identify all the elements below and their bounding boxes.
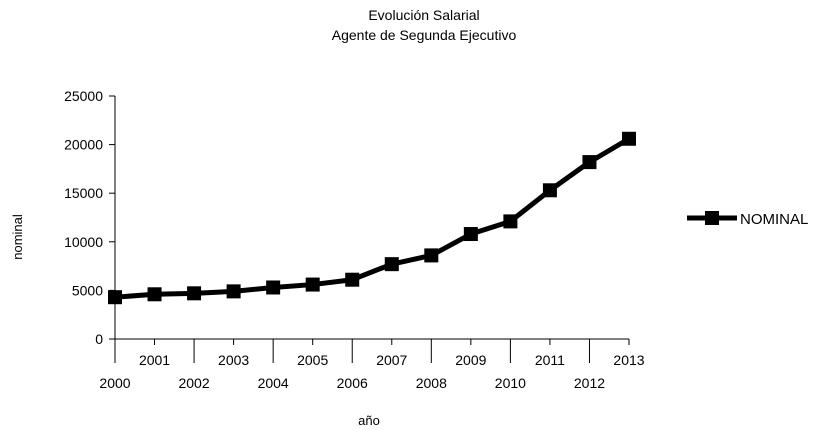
- series-layer: [108, 131, 636, 305]
- y-axis-label: nominal: [10, 214, 25, 260]
- data-point: [345, 272, 360, 287]
- data-point: [582, 155, 597, 170]
- x-axis-label: año: [358, 413, 380, 428]
- data-point: [503, 214, 518, 229]
- x-tick-label: 2012: [574, 375, 605, 391]
- y-tick-label: 20000: [64, 137, 103, 153]
- x-ticks: 2000 2001 2002 2003 2004 2005 2006 2007 2008 2009…: [99, 339, 645, 391]
- x-tick-label: 2011: [535, 352, 565, 368]
- y-ticks: 0 5000 10000 15000 20000 25000: [64, 88, 115, 347]
- y-tick-label: 5000: [72, 282, 103, 298]
- x-tick-label: 2003: [218, 352, 249, 368]
- x-tick-label: 2006: [337, 375, 368, 391]
- legend-marker: [705, 211, 719, 225]
- data-point: [384, 257, 399, 272]
- x-tick-label: 2010: [495, 375, 526, 391]
- series-line-nominal: [114, 136, 631, 300]
- x-tick-label: 2005: [297, 352, 328, 368]
- x-tick-label: 2008: [416, 375, 447, 391]
- x-tick-label: 2001: [139, 352, 170, 368]
- data-point: [266, 280, 281, 295]
- x-tick-label: 2002: [178, 375, 209, 391]
- data-point: [424, 248, 439, 263]
- x-tick-label: 2007: [376, 352, 407, 368]
- x-tick-label: 2000: [99, 375, 130, 391]
- chart-subtitle: Agente de Segunda Ejecutivo: [332, 27, 517, 43]
- data-point: [226, 284, 241, 299]
- y-tick-label: 0: [95, 331, 103, 347]
- y-tick-label: 25000: [64, 88, 103, 104]
- data-point: [147, 287, 162, 302]
- data-point: [305, 277, 320, 292]
- x-tick-label: 2009: [455, 352, 486, 368]
- legend: NOMINAL: [687, 211, 808, 228]
- data-point: [542, 183, 557, 198]
- x-tick-label: 2004: [258, 375, 289, 391]
- data-point: [108, 290, 122, 305]
- legend-label-nominal: NOMINAL: [740, 211, 808, 228]
- data-point: [463, 227, 478, 242]
- chart-title: Evolución Salarial: [368, 7, 479, 23]
- x-tick-label: 2013: [613, 352, 644, 368]
- data-point: [622, 131, 636, 146]
- y-tick-label: 15000: [64, 185, 103, 201]
- y-tick-label: 10000: [64, 234, 103, 250]
- data-point: [187, 286, 202, 301]
